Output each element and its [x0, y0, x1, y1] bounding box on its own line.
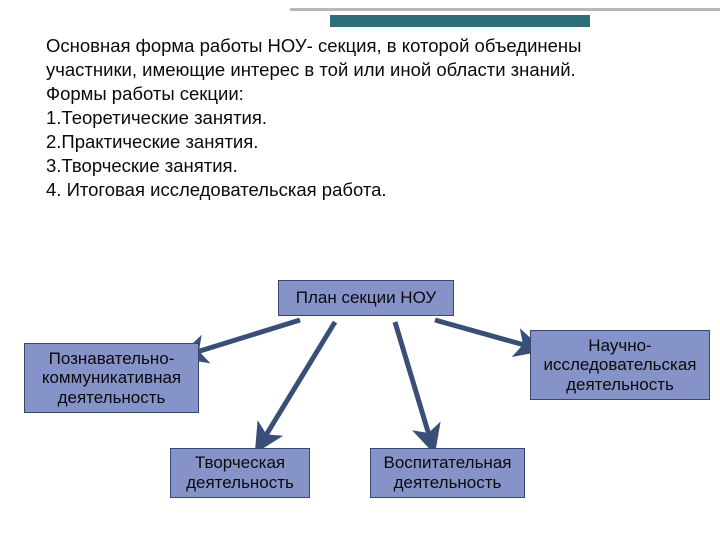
diagram-node-child2: Творческая деятельность — [170, 448, 310, 498]
decor-teal-bar — [330, 15, 590, 27]
main-text-block: Основная форма работы НОУ- секция, в кот… — [46, 34, 670, 202]
arrow-root-child2 — [260, 322, 335, 445]
list-item-1: 1.Теоретические занятия. — [46, 106, 670, 130]
slide: Основная форма работы НОУ- секция, в кот… — [0, 0, 720, 540]
diagram-node-child1: Познавательно-коммуникативная деятельнос… — [24, 343, 199, 413]
paragraph-intro: Основная форма работы НОУ- секция, в кот… — [46, 34, 670, 82]
top-decoration — [0, 0, 720, 28]
diagram-node-child4: Научно-исследовательская деятельность — [530, 330, 710, 400]
paragraph-forms-title: Формы работы секции: — [46, 82, 670, 106]
arrow-root-child1 — [187, 320, 300, 355]
list-item-4: 4. Итоговая исследовательская работа. — [46, 178, 670, 202]
diagram-node-child3: Воспитательная деятельность — [370, 448, 525, 498]
decor-gray-bar — [290, 8, 720, 11]
diagram-node-root: План секции НОУ — [278, 280, 454, 316]
arrow-root-child3 — [395, 322, 432, 445]
list-item-3: 3.Творческие занятия. — [46, 154, 670, 178]
arrow-root-child4 — [435, 320, 535, 348]
list-item-2: 2.Практические занятия. — [46, 130, 670, 154]
